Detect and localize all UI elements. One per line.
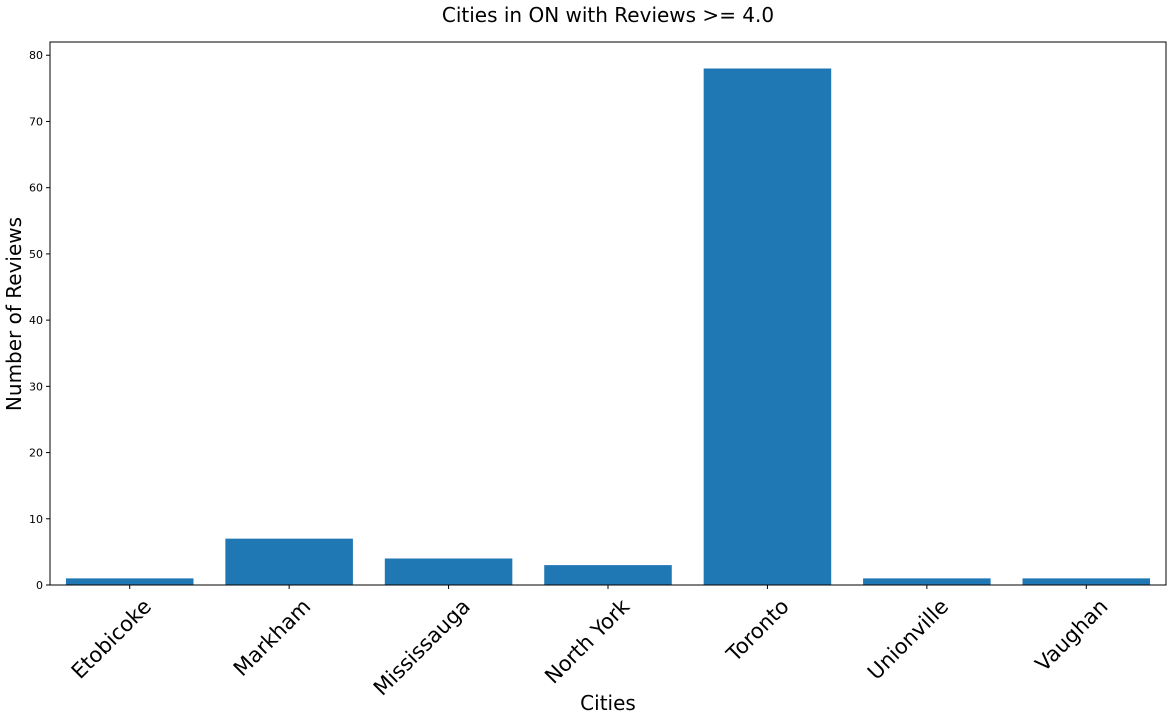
y-axis-ticks: 0 10 20 30 40 50 60 70 80: [29, 49, 50, 592]
y-tick-label: 60: [29, 182, 43, 195]
bar-north-york: [544, 565, 672, 585]
x-tick-label: Markham: [229, 594, 316, 681]
y-tick-label: 10: [29, 513, 43, 526]
bar-etobicoke: [65, 578, 194, 585]
bar-mississauga: [384, 558, 513, 585]
bar-unionville: [863, 578, 991, 585]
y-tick-label: 70: [29, 115, 43, 128]
y-tick-label: 50: [29, 248, 43, 261]
x-tick-label: Etobicoke: [67, 594, 156, 683]
chart-title: Cities in ON with Reviews >= 4.0: [442, 3, 774, 27]
y-tick-label: 40: [29, 314, 43, 327]
x-tick-label: Mississauga: [369, 594, 475, 700]
bars-group: [65, 68, 1151, 586]
x-tick-label: North York: [540, 594, 635, 689]
y-tick-label: 20: [29, 447, 43, 460]
y-axis-label: Number of Reviews: [2, 217, 26, 411]
y-tick-label: 80: [29, 49, 43, 62]
bar-vaughan: [1022, 578, 1151, 585]
x-tick-label: Toronto: [721, 594, 794, 667]
x-axis-label: Cities: [580, 691, 636, 715]
plot-frame: [49, 41, 1167, 586]
y-tick-label: 30: [29, 380, 43, 393]
x-tick-label: Vaughan: [1031, 594, 1113, 676]
bar-markham: [225, 538, 353, 585]
y-tick-label: 0: [36, 579, 43, 592]
bar-toronto: [703, 68, 832, 586]
x-tick-label: Unionville: [863, 594, 953, 684]
x-axis-ticks: Etobicoke Markham Mississauga North York Tor…: [67, 585, 1113, 700]
